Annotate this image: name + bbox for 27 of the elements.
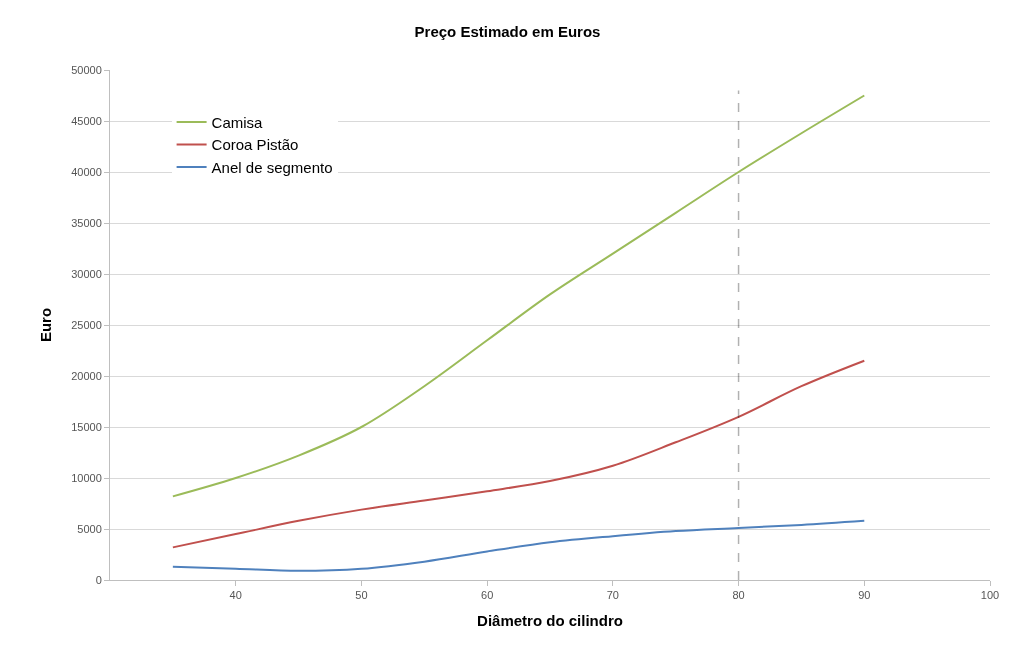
y-tick-label: 50000: [71, 63, 102, 76]
line-series: [171, 519, 866, 572]
x-tick-label: 70: [606, 589, 619, 602]
legend-label: Anel de segmento: [211, 158, 333, 176]
legend-label: Camisa: [211, 113, 264, 131]
y-tick-label: 0: [95, 573, 102, 586]
legend-label: Coroa Pistão: [211, 136, 299, 154]
y-tick-label: 45000: [71, 114, 102, 127]
x-tick-label: 40: [229, 589, 242, 602]
y-tick-label: 40000: [71, 165, 102, 178]
x-tick-label: 90: [858, 589, 871, 602]
y-tick-label: 10000: [71, 471, 102, 484]
x-tick-label: 50: [355, 589, 368, 602]
x-tick-label: 80: [732, 589, 745, 602]
y-tick-label: 20000: [71, 369, 102, 382]
x-tick-label: 100: [980, 589, 1000, 602]
y-tick-label: 30000: [71, 267, 102, 280]
y-tick-label: 5000: [77, 522, 102, 535]
line-series: [171, 94, 866, 498]
y-axis-title: Euro: [37, 307, 55, 343]
line-series: [171, 359, 866, 549]
chart-title: Preço Estimado em Euros: [414, 22, 601, 40]
y-tick-label: 35000: [71, 216, 102, 229]
y-tick-label: 25000: [71, 318, 102, 331]
y-tick-label: 15000: [71, 420, 102, 433]
x-axis-title: Diâmetro do cilindro: [477, 612, 623, 630]
x-tick-label: 60: [481, 589, 494, 602]
